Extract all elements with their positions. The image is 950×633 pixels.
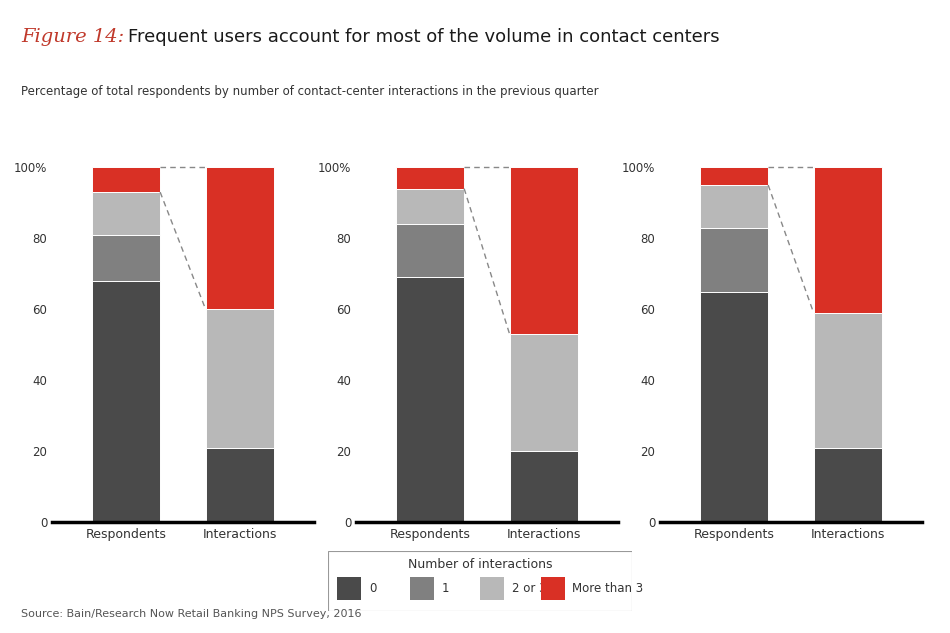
- Text: Number of interactions: Number of interactions: [408, 558, 552, 571]
- Bar: [92, 167, 161, 192]
- Bar: [700, 292, 769, 522]
- Bar: [396, 277, 465, 522]
- Bar: [541, 577, 565, 600]
- Bar: [700, 228, 769, 292]
- Text: UK: UK: [475, 115, 499, 130]
- Bar: [480, 577, 504, 600]
- Bar: [205, 310, 274, 448]
- Text: Source: Bain/Research Now Retail Banking NPS Survey, 2016: Source: Bain/Research Now Retail Banking…: [21, 609, 361, 619]
- Bar: [813, 167, 882, 313]
- Text: 2 or 3: 2 or 3: [512, 582, 546, 595]
- Text: Frequent users account for most of the volume in contact centers: Frequent users account for most of the v…: [128, 28, 720, 46]
- Text: 0: 0: [369, 582, 376, 595]
- Text: More than 3: More than 3: [573, 582, 643, 595]
- Bar: [813, 313, 882, 448]
- Bar: [813, 448, 882, 522]
- Text: 1: 1: [442, 582, 449, 595]
- Bar: [409, 577, 434, 600]
- Bar: [337, 577, 361, 600]
- Text: US: US: [171, 115, 195, 130]
- Text: South Korea: South Korea: [738, 115, 844, 130]
- Bar: [92, 192, 161, 235]
- Text: Figure 14:: Figure 14:: [21, 28, 124, 46]
- Bar: [205, 167, 274, 310]
- Bar: [700, 167, 769, 185]
- Bar: [396, 167, 465, 189]
- Bar: [509, 167, 578, 334]
- Bar: [509, 334, 578, 451]
- Bar: [700, 185, 769, 228]
- Bar: [396, 224, 465, 277]
- Bar: [396, 189, 465, 224]
- Text: Percentage of total respondents by number of contact-center interactions in the : Percentage of total respondents by numbe…: [21, 85, 598, 99]
- Bar: [509, 451, 578, 522]
- Bar: [92, 281, 161, 522]
- Bar: [205, 448, 274, 522]
- Bar: [92, 235, 161, 281]
